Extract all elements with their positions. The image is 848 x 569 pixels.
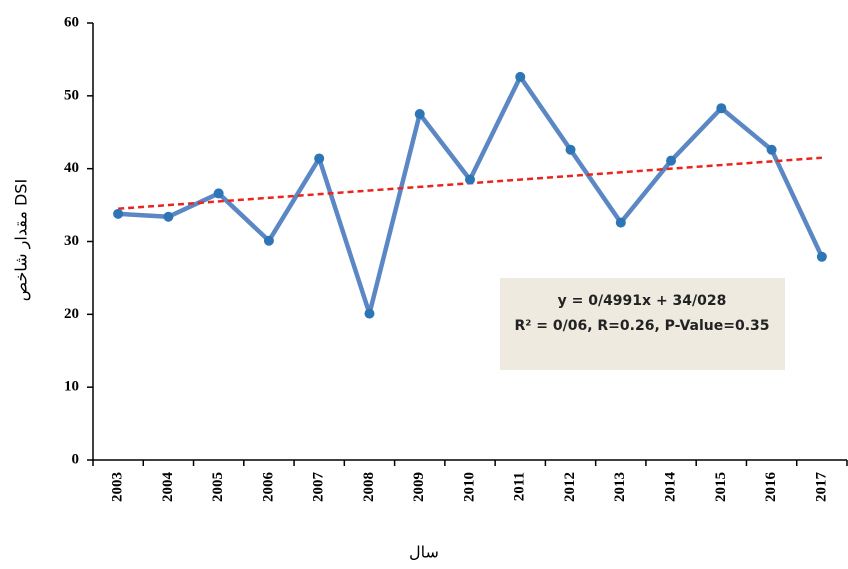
- y-tick-label: 60: [64, 14, 79, 30]
- x-tick-label: 2013: [612, 472, 628, 502]
- x-tick-label: 2016: [763, 472, 779, 503]
- marker: [364, 308, 375, 319]
- x-axis-label: سال: [409, 543, 439, 562]
- marker: [314, 153, 325, 164]
- x-tick-label: 2011: [512, 472, 528, 501]
- x-tick-label: 2012: [562, 472, 578, 502]
- marker: [615, 217, 626, 228]
- x-tick-label: 2007: [311, 472, 327, 503]
- marker: [263, 235, 274, 246]
- y-axis-label: مقدار شاخص DSI: [12, 179, 32, 301]
- x-tick-label: 2005: [210, 472, 226, 502]
- y-tick-label: 20: [64, 306, 79, 322]
- marker: [515, 71, 526, 82]
- x-tick-label: 2003: [110, 472, 126, 502]
- marker: [465, 174, 475, 185]
- marker: [766, 144, 777, 155]
- marker: [213, 188, 224, 199]
- y-tick-label: 10: [64, 379, 79, 395]
- marker: [565, 144, 576, 155]
- marker: [816, 251, 827, 262]
- x-tick-label: 2014: [663, 472, 679, 503]
- x-tick-label: 2004: [160, 472, 176, 503]
- x-tick-label: 2010: [461, 472, 477, 502]
- x-tick-label: 2006: [260, 472, 276, 503]
- marker: [163, 211, 174, 222]
- x-tick-label: 2017: [813, 472, 829, 503]
- annotation-box: [500, 278, 785, 370]
- x-tick-label: 2009: [411, 472, 427, 502]
- marker: [113, 208, 124, 219]
- annotation: y = 0/4991x + 34/028: [558, 293, 727, 309]
- y-tick-label: 0: [72, 451, 80, 467]
- y-tick-label: 40: [64, 160, 79, 176]
- marker: [666, 155, 677, 166]
- y-tick-label: 50: [64, 87, 79, 103]
- annotation: R² = 0/06, R=0.26, P-Value=0.35: [514, 318, 769, 334]
- y-tick-label: 30: [64, 233, 79, 249]
- x-tick-label: 2008: [361, 472, 377, 502]
- x-tick-label: 2015: [713, 472, 729, 502]
- marker: [414, 109, 425, 120]
- marker: [716, 103, 727, 114]
